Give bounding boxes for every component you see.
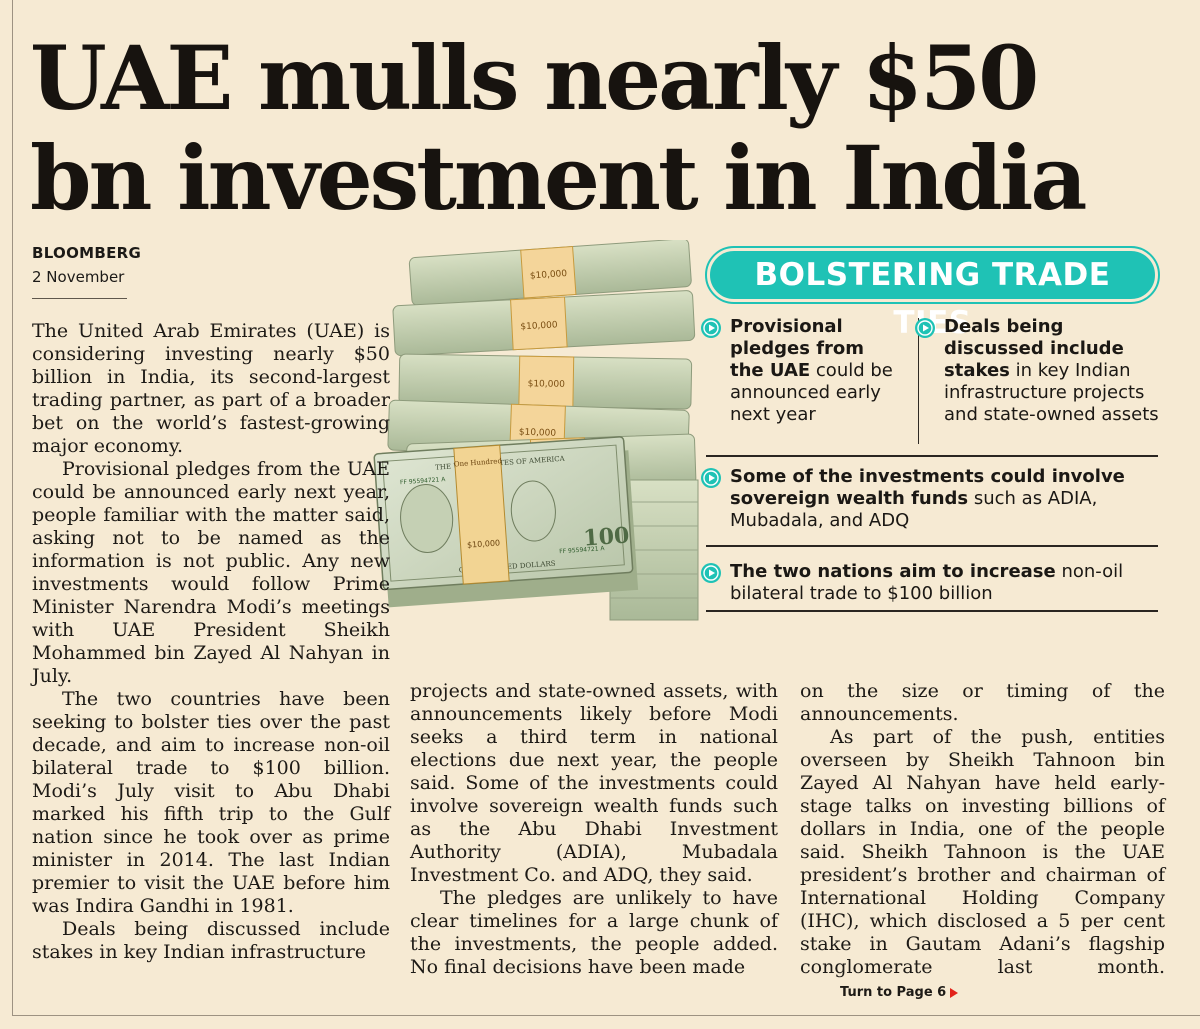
arrow-right-icon [950, 987, 959, 998]
play-circle-icon [915, 318, 935, 338]
sidebar-divider [918, 318, 919, 444]
play-circle-icon [701, 318, 721, 338]
article-column-3: on the size or timing of the announcemen… [800, 680, 1165, 1004]
byline-rule [32, 298, 127, 299]
band-text: $10,000 [519, 428, 557, 439]
sidebar-bullet: Provisional pledges from the UAE could b… [701, 316, 900, 426]
paragraph-text: As part of the push, entities overseen b… [800, 726, 1165, 978]
article-column-1: The United Arab Emirates (UAE) is consid… [32, 320, 390, 964]
play-circle-icon [701, 563, 721, 583]
sidebar-bullet: Deals being discussed include stakes in … [915, 316, 1159, 426]
bullet-text: could be announced early next year [730, 360, 893, 425]
sidebar-rule [706, 455, 1158, 457]
bullet-bold: Provisional pledges from the UAE [730, 316, 865, 381]
bill-denomination: 100 [583, 522, 631, 551]
paragraph: The pledges are unlikely to have clear t… [410, 887, 778, 978]
article-column-2: projects and state-owned assets, with an… [410, 680, 778, 979]
paragraph: Deals being discussed include stakes in … [32, 918, 390, 963]
wrap-text: One Hundred [454, 457, 503, 468]
turn-to-page-label[interactable]: Turn to Page 6 [840, 985, 947, 1000]
bullet-bold: The two nations aim to increase [730, 561, 1056, 582]
paragraph-last: As part of the push, entities overseen b… [800, 726, 1165, 1004]
page-left-edge [12, 0, 13, 1015]
sidebar-rule [706, 610, 1158, 612]
front-bundle: THE UNITED STATES OF AMERICA ONE HUNDRED… [373, 436, 639, 608]
sidebar-bullet: The two nations aim to increase non-oil … [701, 561, 1150, 605]
paragraph: projects and state-owned assets, with an… [410, 680, 778, 886]
bill-serial: FF 95594721 A [400, 476, 447, 486]
band-text: $10,000 [530, 269, 568, 282]
sidebar-title: BOLSTERING TRADE TIES [705, 246, 1160, 341]
byline: BLOOMBERG 2 November [32, 244, 141, 286]
bullet-text: non-oil bilateral trade to $100 billion [730, 561, 1124, 604]
bullet-bold: Deals being discussed include stakes [944, 316, 1124, 381]
band-text: $10,000 [467, 538, 501, 549]
bullet-text: in key Indian infrastructure projects an… [944, 360, 1159, 425]
paragraph: on the size or timing of the announcemen… [800, 680, 1165, 725]
bill-serial: FF 95594721 A [559, 545, 606, 555]
dollar-banknote-stacks-icon: $10,000 $10,000 $10,000 $10,000 $10,000 [373, 240, 699, 621]
turn-to-page[interactable]: Turn to Page 6 [810, 981, 959, 1004]
sidebar-rule [706, 545, 1158, 547]
paragraph: Provisional pledges from the UAE could b… [32, 458, 390, 687]
band-text: $10,000 [528, 379, 566, 390]
byline-source: BLOOMBERG [32, 244, 142, 262]
play-circle-icon [701, 468, 721, 488]
headline: UAE mulls nearly $50 bn investment in In… [30, 26, 1087, 230]
byline-date: 2 November [32, 268, 125, 286]
paragraph: The two countries have been seeking to b… [32, 688, 390, 917]
bullet-text: such as ADIA, Mubadala, and ADQ [730, 488, 1098, 531]
sidebar-bullet: Some of the investments could involve so… [701, 466, 1150, 532]
paragraph: The United Arab Emirates (UAE) is consid… [32, 320, 390, 457]
bullet-bold: Some of the investments could involve so… [730, 466, 1125, 509]
page-bottom-edge [12, 1015, 1200, 1016]
band-text: $10,000 [520, 320, 558, 332]
